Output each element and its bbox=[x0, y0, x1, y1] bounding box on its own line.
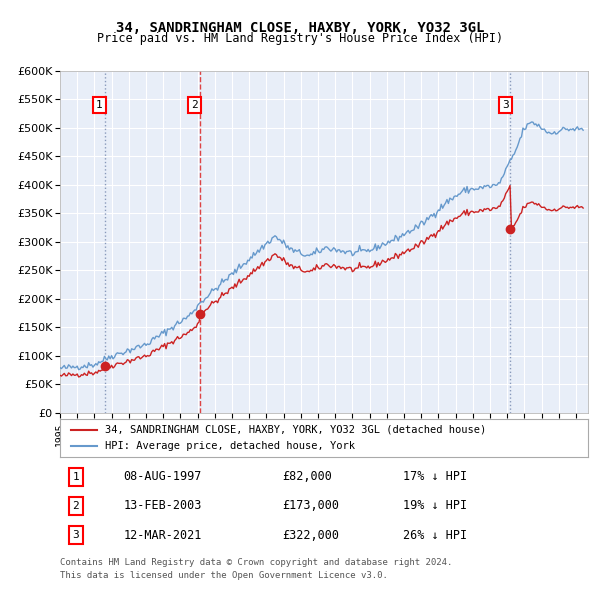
Text: 2: 2 bbox=[73, 501, 79, 511]
Text: 2: 2 bbox=[191, 100, 198, 110]
Text: 19% ↓ HPI: 19% ↓ HPI bbox=[403, 499, 467, 513]
Text: 34, SANDRINGHAM CLOSE, HAXBY, YORK, YO32 3GL: 34, SANDRINGHAM CLOSE, HAXBY, YORK, YO32… bbox=[116, 21, 484, 35]
Text: 12-MAR-2021: 12-MAR-2021 bbox=[124, 529, 202, 542]
Text: This data is licensed under the Open Government Licence v3.0.: This data is licensed under the Open Gov… bbox=[60, 571, 388, 580]
Text: £82,000: £82,000 bbox=[282, 470, 332, 483]
Text: 3: 3 bbox=[73, 530, 79, 540]
Text: 1: 1 bbox=[96, 100, 103, 110]
Text: 1: 1 bbox=[73, 471, 79, 481]
Text: 3: 3 bbox=[502, 100, 509, 110]
Bar bbox=[60, 71, 104, 413]
Text: 34, SANDRINGHAM CLOSE, HAXBY, YORK, YO32 3GL (detached house): 34, SANDRINGHAM CLOSE, HAXBY, YORK, YO32… bbox=[105, 425, 486, 435]
Text: Price paid vs. HM Land Registry's House Price Index (HPI): Price paid vs. HM Land Registry's House … bbox=[97, 32, 503, 45]
Text: HPI: Average price, detached house, York: HPI: Average price, detached house, York bbox=[105, 441, 355, 451]
Bar bbox=[511, 71, 588, 413]
Text: 17% ↓ HPI: 17% ↓ HPI bbox=[403, 470, 467, 483]
Bar bbox=[200, 71, 511, 413]
Text: 13-FEB-2003: 13-FEB-2003 bbox=[124, 499, 202, 513]
Text: Contains HM Land Registry data © Crown copyright and database right 2024.: Contains HM Land Registry data © Crown c… bbox=[60, 558, 452, 566]
Bar bbox=[104, 71, 200, 413]
Text: £322,000: £322,000 bbox=[282, 529, 339, 542]
Text: 26% ↓ HPI: 26% ↓ HPI bbox=[403, 529, 467, 542]
Text: 08-AUG-1997: 08-AUG-1997 bbox=[124, 470, 202, 483]
Text: £173,000: £173,000 bbox=[282, 499, 339, 513]
